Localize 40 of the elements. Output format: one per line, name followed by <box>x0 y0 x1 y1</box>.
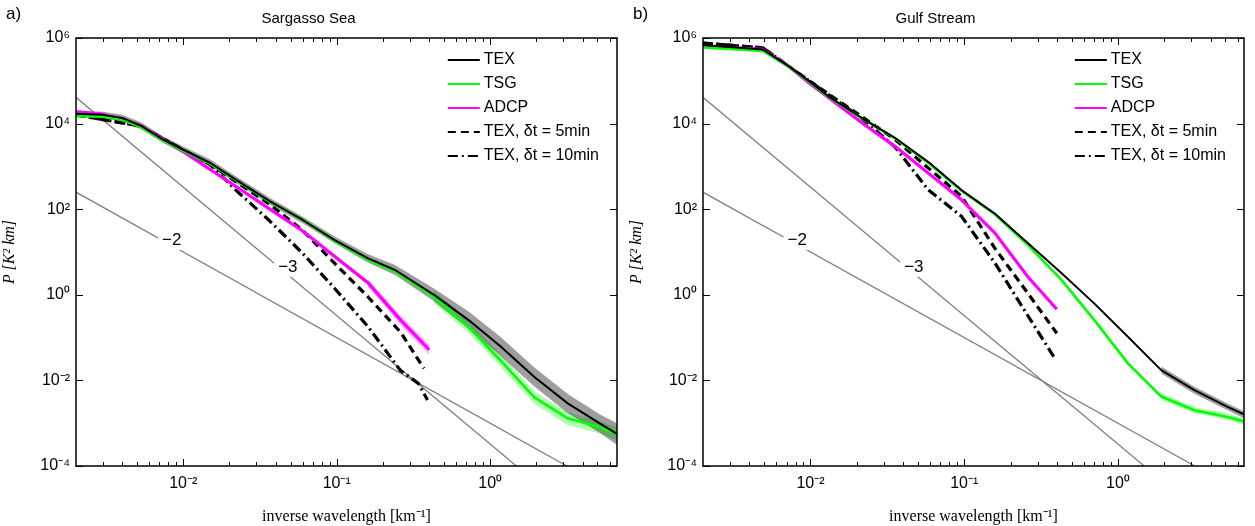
x-tick-label: 10⁻¹ <box>950 474 979 492</box>
x-axis-title: inverse wavelength [km⁻¹] <box>889 506 1058 525</box>
y-tick-label: 10⁶ <box>45 28 70 46</box>
y-tick-label: 10⁴ <box>672 114 698 132</box>
y-axis-title: P [K² km] <box>626 219 644 286</box>
text: b) <box>633 4 649 24</box>
y-tick-label: 10⁻⁴ <box>40 456 71 474</box>
text: a) <box>6 4 22 24</box>
legend-label: TEX <box>1110 50 1143 68</box>
legend-label: TEX, δt = 10min <box>483 146 599 164</box>
x-tick-label: 10⁰ <box>1106 474 1130 492</box>
chart-title: Sargasso Sea <box>261 9 357 27</box>
legend-label: TSG <box>1110 74 1144 92</box>
y-tick-label: 10⁻² <box>41 370 71 388</box>
legend-label: ADCP <box>1110 98 1156 116</box>
annotation: −2 <box>161 229 182 249</box>
y-tick-label: 10⁴ <box>45 114 71 132</box>
y-tick-label: 10² <box>46 199 71 217</box>
y-axis-title: P [K² km] <box>0 219 17 286</box>
legend-label: TEX, δt = 10min <box>1110 146 1226 164</box>
x-tick-label: 10⁻¹ <box>322 474 351 492</box>
annotation: −2 <box>787 229 807 249</box>
legend-label: TEX, δt = 5min <box>1110 122 1218 140</box>
legend-label: TEX <box>483 50 516 68</box>
legend-label: ADCP <box>483 98 529 116</box>
legend-label: TSG <box>483 74 517 92</box>
x-tick-label: 10⁻² <box>169 474 199 492</box>
legend-label: TEX, δt = 5min <box>483 122 591 140</box>
annotation: −3 <box>904 256 924 276</box>
y-tick-label: 10⁰ <box>673 285 697 303</box>
annotation: −3 <box>278 256 298 276</box>
x-tick-label: 10⁻² <box>796 474 826 492</box>
y-tick-label: 10² <box>673 199 698 217</box>
x-axis-title: inverse wavelength [km⁻¹] <box>262 506 431 525</box>
x-tick-label: 10⁰ <box>478 474 503 492</box>
y-tick-label: 10⁻² <box>668 370 698 388</box>
chart-title: Gulf Stream <box>895 9 976 27</box>
y-tick-label: 10⁻⁴ <box>667 456 698 474</box>
y-tick-label: 10⁶ <box>672 28 697 46</box>
y-tick-label: 10⁰ <box>46 285 70 303</box>
